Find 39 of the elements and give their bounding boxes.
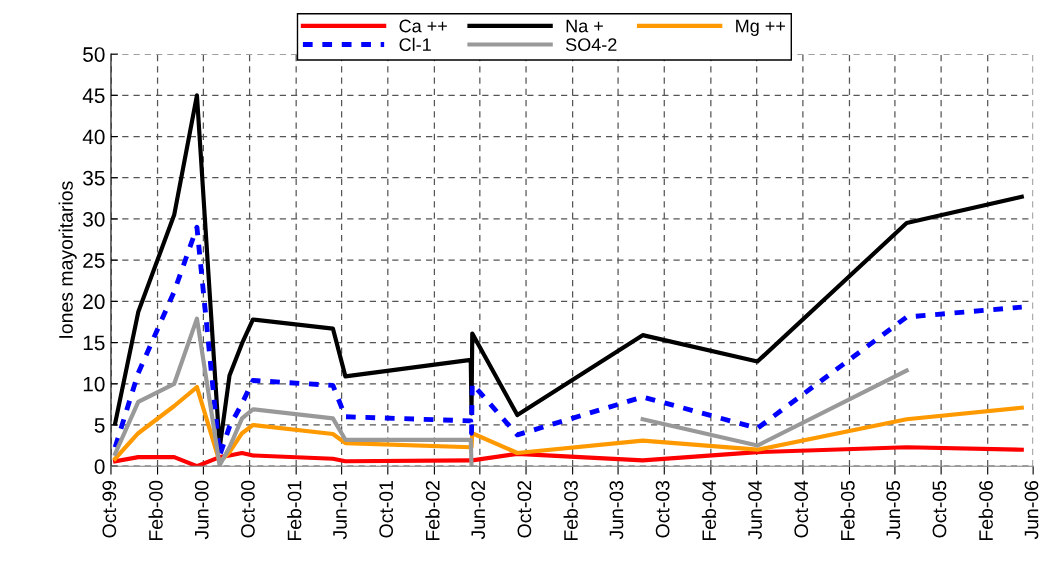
line-series [113, 445, 1024, 467]
legend-label: Na + [566, 19, 603, 33]
x-tick-label: Jun-02 [471, 481, 486, 540]
legend-label: Cl-1 [399, 37, 431, 52]
y-tick-label: 35 [83, 170, 105, 186]
legend-label: Mg ++ [736, 19, 785, 36]
legend-label: Ca ++ [399, 19, 447, 33]
x-tick-label: Jun-04 [748, 480, 762, 540]
x-tick-label: Oct-02 [517, 481, 532, 538]
x-tick-label: Feb-02 [425, 481, 440, 541]
x-tick-label: Oct-04 [794, 480, 809, 538]
x-tick-label: Oct-05 [932, 480, 947, 538]
x-tick-label: Oct-01 [379, 481, 394, 538]
x-tick-label: Oct-99 [102, 480, 117, 538]
y-tick-label: 40 [82, 129, 105, 145]
x-tick-label: Jun-00 [194, 480, 209, 540]
x-tick-label: Jun-03 [609, 480, 624, 540]
y-tick-label: 50 [83, 47, 105, 62]
x-tick-label: Feb-04 [701, 480, 717, 541]
x-tick-label: Oct-03 [655, 480, 670, 538]
y-tick-label: 25 [83, 253, 105, 268]
x-tick-label: Feb-05 [840, 480, 855, 541]
legend-label: SO4-2 [565, 38, 617, 52]
x-tick-label: Feb-03 [563, 480, 578, 541]
y-tick-label: 45 [82, 88, 105, 104]
y-tick-label: 30 [83, 211, 105, 227]
x-tick-label: Feb-00 [148, 480, 163, 541]
y-tick-label: 5 [94, 418, 105, 433]
x-tick-label: Jun-06 [1024, 480, 1039, 540]
y-axis-title: Iones mayoritarios [58, 181, 77, 338]
x-tick-label: Feb-01 [287, 481, 302, 541]
y-tick-label: 20 [83, 294, 105, 310]
x-tick-label: Oct-00 [241, 480, 255, 538]
x-tick-label: Jun-01 [333, 481, 347, 540]
y-tick-label: 10 [83, 376, 105, 392]
y-tick-label: 15 [83, 335, 105, 351]
y-tick-label: 0 [94, 459, 105, 474]
x-tick-label: Jun-05 [886, 480, 901, 540]
x-tick-label: Feb-06 [978, 480, 993, 541]
